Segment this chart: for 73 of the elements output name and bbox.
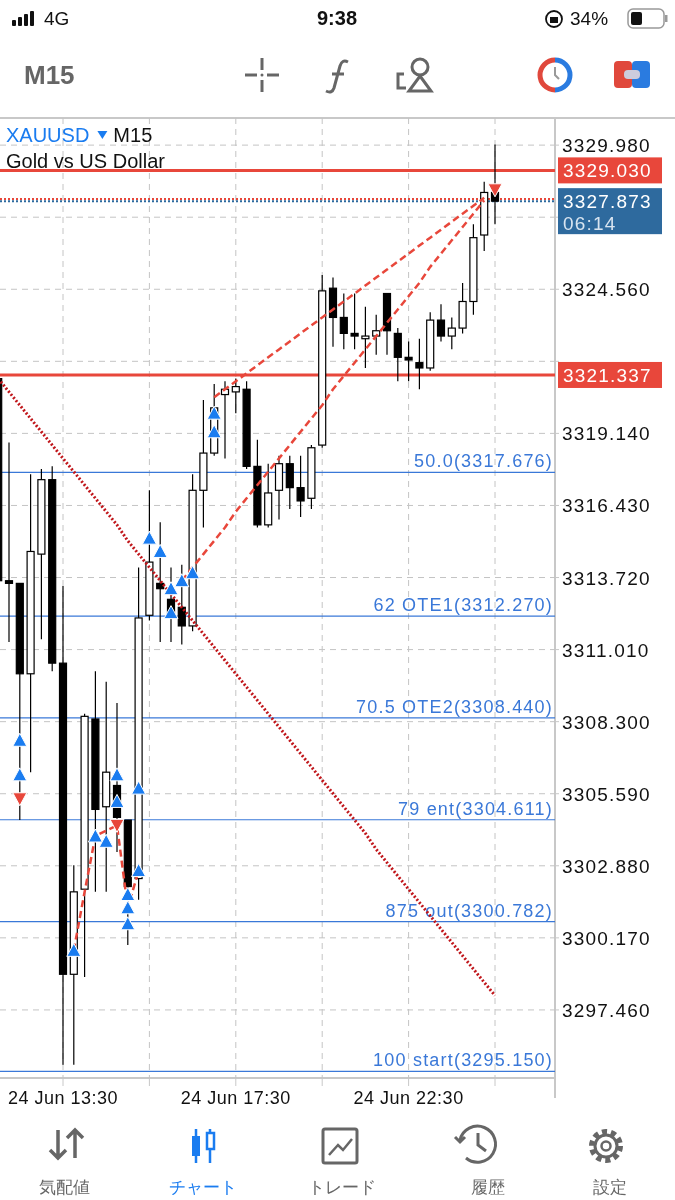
candlestick <box>415 338 424 390</box>
candlestick <box>393 327 402 382</box>
ref-line-label: 100 start(3295.150) <box>373 1050 553 1071</box>
y-tick-label: 3311.010 <box>562 639 650 661</box>
candlestick <box>296 455 305 518</box>
y-tick-label: 3302.880 <box>562 855 651 877</box>
text: M15 <box>24 60 75 90</box>
text: 06:14 <box>563 213 617 235</box>
point <box>120 900 136 915</box>
y-tick-label: 3305.590 <box>562 783 651 805</box>
text: 34% <box>570 8 609 29</box>
y-tick-label: 3319.140 <box>562 423 651 445</box>
annotation: M15 <box>113 124 153 146</box>
candlestick <box>339 292 348 350</box>
ref-line-label: 79 ent(3304.611) <box>398 798 553 819</box>
candlestick <box>177 564 186 646</box>
y-tick-label: 3308.300 <box>562 711 651 733</box>
candlestick <box>231 378 240 414</box>
candlestick <box>404 340 413 382</box>
ref-line-label: 70.5 OTE2(3308.440) <box>356 696 553 717</box>
x-tick-label: 24 Jun 13:30 <box>7 1088 119 1108</box>
point <box>87 828 103 843</box>
point <box>131 780 147 795</box>
ref-line-label: 3321.337 <box>563 364 652 386</box>
point <box>12 732 28 747</box>
y-tick-label: 3316.430 <box>562 495 651 517</box>
text: 4G <box>44 8 70 29</box>
point <box>206 405 222 420</box>
candlestick <box>436 303 446 342</box>
point <box>66 942 82 957</box>
candlestick <box>4 441 14 643</box>
point <box>174 573 190 588</box>
text: Gold vs US Dollar <box>6 150 166 172</box>
point <box>109 818 125 833</box>
text: トレード <box>308 1178 376 1197</box>
point <box>152 543 168 558</box>
ref-line-label: 3329.030 <box>563 160 652 182</box>
point <box>185 565 201 580</box>
y-tick-label: 3313.720 <box>562 567 651 589</box>
point <box>98 833 114 848</box>
point <box>206 424 222 439</box>
point <box>163 581 179 596</box>
text: 履歴 <box>471 1178 505 1197</box>
text: 9:38 <box>316 7 358 29</box>
ref-line-label: 875 out(3300.782) <box>385 900 553 921</box>
point <box>141 530 157 545</box>
ref-line-label: 3327.873 <box>563 191 652 213</box>
candlestick <box>372 314 381 356</box>
ref-line-label: 62 OTE1(3312.270) <box>373 595 553 616</box>
x-tick-label: 24 Jun 17:30 <box>180 1088 291 1108</box>
point <box>487 183 503 198</box>
x-tick-label: 24 Jun 22:30 <box>353 1088 464 1108</box>
text: チャート <box>169 1178 237 1197</box>
y-tick-label: 3324.560 <box>562 279 651 301</box>
candlestick <box>285 455 294 510</box>
chart-title: XAUUSD <box>6 124 90 146</box>
candlestick <box>447 316 456 350</box>
point <box>12 767 28 782</box>
text: 気配値 <box>38 1178 90 1197</box>
ref-line-label: 50.0(3317.676) <box>414 451 553 472</box>
candlestick <box>361 306 370 369</box>
point <box>163 605 179 620</box>
point <box>12 792 28 807</box>
candlestick <box>350 292 359 350</box>
y-tick-label: 3297.460 <box>562 999 651 1021</box>
point <box>131 863 147 878</box>
y-tick-label: 3300.170 <box>562 927 651 949</box>
point <box>120 916 136 931</box>
point <box>109 767 125 782</box>
point <box>109 793 125 808</box>
point <box>120 887 136 902</box>
y-tick-label: 3329.980 <box>562 135 651 157</box>
text: 設定 <box>593 1178 627 1197</box>
